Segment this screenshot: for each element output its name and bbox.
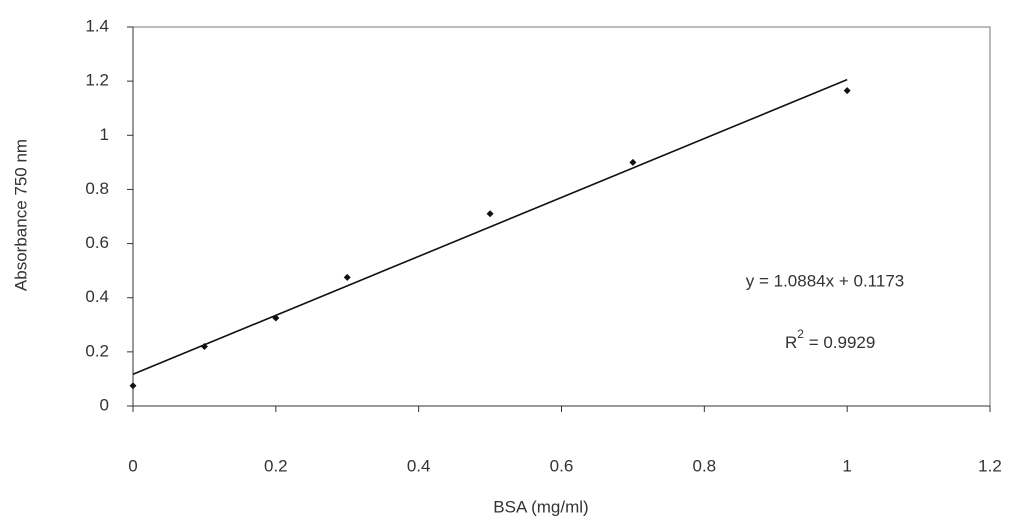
x-tick-label: 0 — [128, 456, 137, 475]
trend-equation: y = 1.0884x + 0.1173 — [746, 271, 904, 290]
data-point — [200, 342, 208, 350]
x-tick-label: 0.4 — [407, 456, 431, 475]
data-point — [486, 210, 494, 218]
y-tick-label: 0.4 — [85, 287, 109, 306]
x-tick-label: 0.2 — [264, 456, 288, 475]
data-point — [343, 273, 351, 281]
data-point — [843, 87, 851, 95]
trend-line — [132, 78, 848, 375]
y-tick-label: 0.6 — [85, 233, 109, 252]
y-tick-label: 0 — [100, 395, 109, 414]
x-axis-label: BSA (mg/ml) — [493, 497, 588, 516]
r-squared-exponent: 2 — [797, 327, 804, 341]
y-axis-label: Absorbance 750 nm — [11, 139, 30, 291]
x-tick-label: 1 — [842, 456, 851, 475]
y-tick-label: 0.8 — [85, 179, 109, 198]
r-squared-value: = 0.9929 — [804, 333, 875, 352]
y-tick-label: 1 — [100, 125, 109, 144]
r-squared: R2 = 0.9929 — [785, 327, 875, 352]
data-point — [272, 314, 280, 322]
y-tick-label: 1.4 — [85, 16, 109, 35]
data-point — [629, 158, 637, 166]
r-squared-symbol: R — [785, 333, 797, 352]
y-tick-label: 0.2 — [85, 341, 109, 360]
y-tick-label: 1.2 — [85, 71, 109, 90]
data-point — [129, 382, 137, 390]
x-tick-label: 1.2 — [978, 456, 1002, 475]
x-tick-label: 0.8 — [693, 456, 717, 475]
x-tick-label: 0.6 — [550, 456, 574, 475]
